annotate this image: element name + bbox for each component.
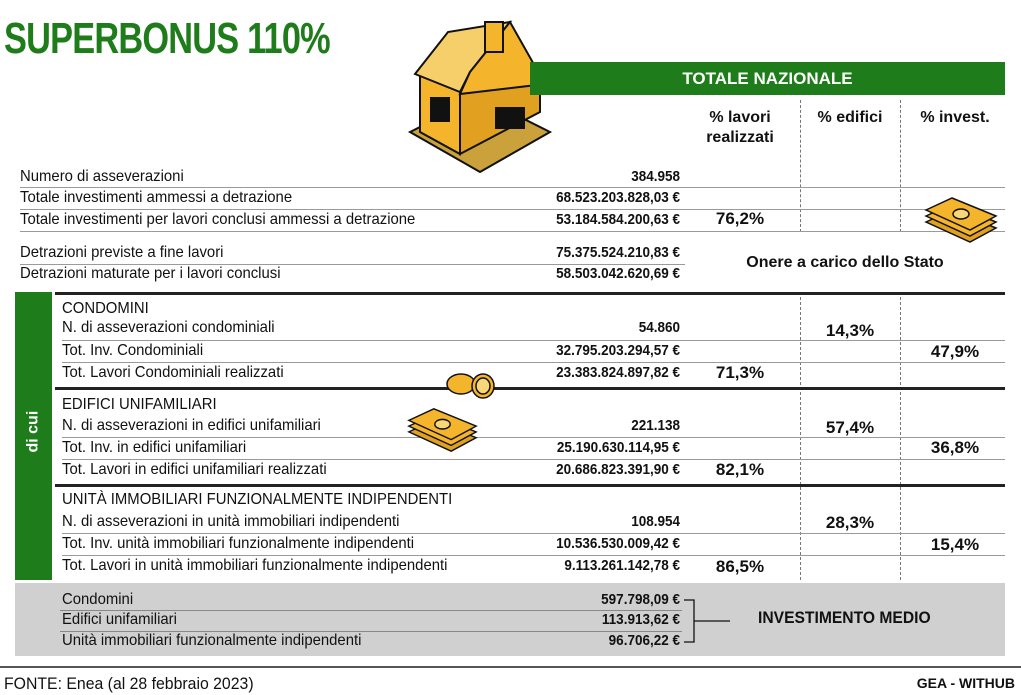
totale-nazionale-band <box>530 62 1005 95</box>
divider <box>900 100 901 232</box>
row-label: Totale investimenti per lavori conclusi … <box>20 211 416 228</box>
investimento-medio-box <box>15 583 1005 656</box>
pct-lavori: 71,3% <box>715 363 765 382</box>
row-divider <box>20 209 1005 210</box>
section-divider <box>55 292 1005 295</box>
row-label: Tot. Lavori in edifici unifamiliari real… <box>62 461 327 478</box>
row-value: 10.536.530.009,42 € <box>556 535 680 552</box>
row-label: Tot. Lavori Condominiali realizzati <box>62 364 284 381</box>
row-value: 54.860 <box>638 319 680 336</box>
footer-rule <box>0 666 1021 668</box>
row-value: 75.375.524.210,83 € <box>556 244 680 261</box>
pct-lavori: 86,5% <box>715 557 765 576</box>
row-value: 32.795.203.294,57 € <box>556 342 680 359</box>
pct-edifici: 57,4% <box>825 418 875 437</box>
medio-label: Edifici unifamiliari <box>62 611 177 628</box>
row-value: 221.138 <box>631 417 680 434</box>
page-title: SUPERBONUS 110% <box>4 14 331 63</box>
di-cui-label: di cui <box>24 410 42 453</box>
pct-invest: 15,4% <box>930 535 980 554</box>
row-value: 25.190.630.114,95 € <box>556 439 680 456</box>
row-divider <box>62 340 1005 341</box>
row-label: N. di asseverazioni in unità immobiliari… <box>62 513 400 530</box>
row-divider <box>60 631 682 632</box>
row-divider <box>20 187 1005 188</box>
row-label: Tot. Inv. unità immobiliari funzionalmen… <box>62 535 415 552</box>
row-label: Detrazioni previste a fine lavori <box>20 244 224 261</box>
house-illustration <box>407 20 553 174</box>
pct-invest: 36,8% <box>930 438 980 457</box>
row-label: Detrazioni maturate per i lavori conclus… <box>20 265 281 282</box>
row-divider <box>62 555 1005 556</box>
row-value: 68.523.203.828,03 € <box>556 189 680 206</box>
pct-edifici: 28,3% <box>825 513 875 532</box>
banknotes-icon <box>924 197 998 243</box>
row-label: Numero di asseverazioni <box>20 168 184 185</box>
col-header-invest: % invest. <box>920 109 990 126</box>
section-heading: EDIFICI UNIFAMILIARI <box>62 396 217 413</box>
row-divider <box>62 362 1005 363</box>
row-label: Tot. Inv. in edifici unifamiliari <box>62 439 247 456</box>
medio-label: Condomini <box>62 591 134 608</box>
section-divider <box>55 484 1005 487</box>
row-value: 58.503.042.620,69 € <box>556 265 680 282</box>
row-label: Tot. Lavori in unità immobiliari funzion… <box>62 557 448 574</box>
row-label: Tot. Inv. Condominiali <box>62 342 204 359</box>
row-divider <box>20 231 1005 232</box>
row-value: 384.958 <box>631 168 680 185</box>
medio-value: 597.798,09 € <box>601 591 680 608</box>
row-label: N. di asseverazioni condominiali <box>62 319 275 336</box>
source-note: FONTE: Enea (al 28 febbraio 2023) <box>4 674 254 693</box>
band-title: TOTALE NAZIONALE <box>682 69 853 88</box>
row-divider <box>62 533 1005 534</box>
pct-lavori: 76,2% <box>715 209 765 228</box>
row-label: Totale investimenti ammessi a detrazione <box>20 189 293 206</box>
row-value: 23.383.824.897,82 € <box>556 364 680 381</box>
section-heading: UNITÀ IMMOBILIARI FUNZIONALMENTE INDIPEN… <box>62 491 453 508</box>
pct-lavori: 82,1% <box>715 460 765 479</box>
coins-icon <box>446 373 495 399</box>
pct-invest: 47,9% <box>930 342 980 361</box>
row-value: 53.184.584.200,63 € <box>556 211 680 228</box>
medio-value: 113.913,62 € <box>601 611 680 628</box>
di-cui-bar <box>15 292 52 580</box>
medio-label: Unità immobiliari funzionalmente indipen… <box>62 632 362 649</box>
row-divider <box>20 264 685 265</box>
row-value: 20.686.823.391,90 € <box>556 461 680 478</box>
section-divider <box>55 387 1005 390</box>
row-divider <box>62 459 1005 460</box>
medio-value: 96.706,22 € <box>608 632 680 649</box>
credit: GEA - WITHUB <box>916 675 1015 691</box>
col-header-edifici: % edifici <box>817 109 883 126</box>
divider <box>800 100 801 232</box>
divider <box>900 297 901 580</box>
row-label: N. di asseverazioni in edifici unifamili… <box>62 417 321 434</box>
divider <box>800 297 801 580</box>
col-header-lavori: % lavori realizzati <box>706 109 774 146</box>
banknotes-icon <box>407 408 478 452</box>
row-divider <box>62 437 1005 438</box>
bracket-connector <box>684 599 730 643</box>
pct-edifici: 14,3% <box>825 321 875 340</box>
row-value: 108.954 <box>631 513 680 530</box>
row-divider <box>60 610 682 611</box>
onere-label: Onere a carico dello Stato <box>746 254 944 271</box>
investimento-medio-label: INVESTIMENTO MEDIO <box>758 608 931 627</box>
section-heading: CONDOMINI <box>62 300 149 317</box>
row-value: 9.113.261.142,78 € <box>564 557 680 574</box>
